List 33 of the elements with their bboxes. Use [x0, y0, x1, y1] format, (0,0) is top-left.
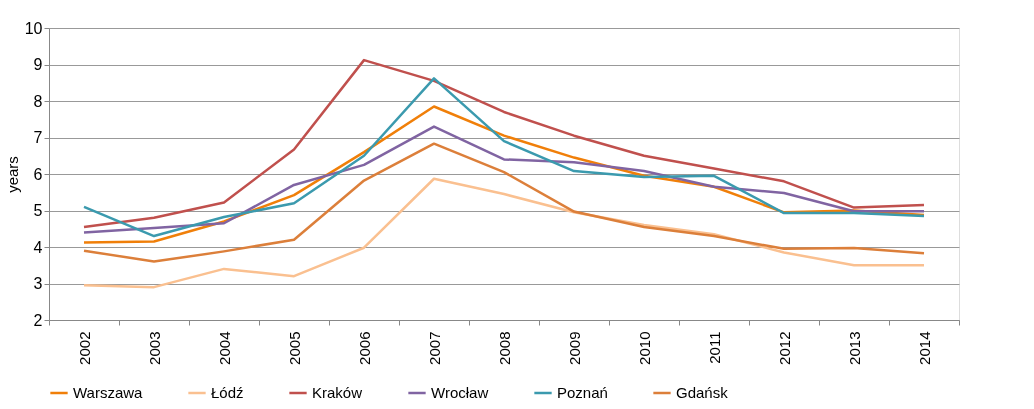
- y-tick-label: 8: [33, 92, 43, 110]
- x-tick-label: 2014: [915, 331, 933, 365]
- legend-label: Kraków: [312, 384, 363, 401]
- line-series: [82, 58, 926, 229]
- legend-label: Łódź: [211, 384, 244, 401]
- x-tick-label: 2013: [845, 331, 863, 365]
- y-tick-label: 5: [33, 202, 43, 219]
- line-series: [82, 142, 926, 263]
- x-tick-label: 2007: [425, 331, 443, 365]
- legend-label: Gdańsk: [676, 384, 729, 401]
- y-tick-label: 2: [33, 311, 43, 329]
- legend-label: Warszawa: [73, 384, 144, 401]
- x-tick-label: 2004: [215, 331, 233, 365]
- y-tick-label: 4: [33, 238, 43, 256]
- x-tick-label: 2012: [775, 331, 793, 365]
- y-tick-label: 10: [24, 19, 43, 37]
- y-tick-label: 6: [33, 165, 43, 183]
- y-tick-label: 7: [33, 129, 43, 146]
- y-axis-title: years: [3, 156, 21, 193]
- x-tick-label: 2006: [355, 331, 373, 365]
- x-tick-label: 2008: [495, 331, 513, 365]
- x-tick-label: 2011: [705, 331, 723, 364]
- legend-label: Wrocław: [431, 384, 489, 401]
- legend-label: Poznań: [557, 384, 608, 401]
- x-tick-label: 2002: [75, 331, 93, 365]
- y-tick-label: 9: [33, 56, 43, 73]
- line-series: [82, 125, 926, 234]
- x-tick-label: 2005: [285, 331, 303, 365]
- x-tick-label: 2009: [565, 331, 583, 365]
- line-series: [82, 77, 926, 238]
- x-tick-label: 2010: [635, 331, 653, 365]
- x-tick-label: 2003: [145, 331, 163, 365]
- y-tick-label: 3: [33, 275, 43, 292]
